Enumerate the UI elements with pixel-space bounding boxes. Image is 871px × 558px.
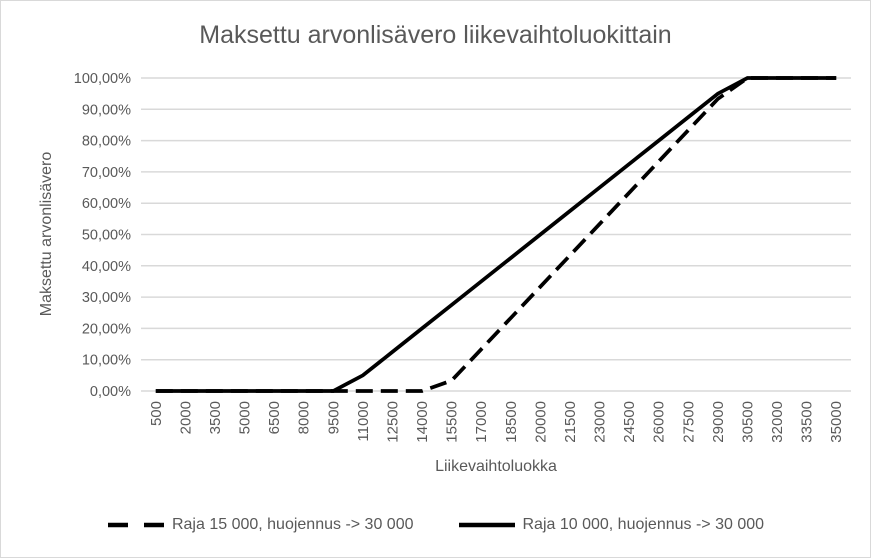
y-tick-label: 100,00% xyxy=(74,71,131,87)
x-tick-label: 26000 xyxy=(651,401,668,443)
y-axis-title: Maksettu arvonlisävero xyxy=(38,151,55,317)
x-tick-label: 33500 xyxy=(799,401,816,443)
y-tick-label: 50,00% xyxy=(82,228,131,244)
chart-title: Maksettu arvonlisävero liikevaihtoluokit… xyxy=(199,21,672,49)
x-tick-label: 29000 xyxy=(710,401,727,443)
x-tick-label: 27500 xyxy=(680,401,697,443)
y-tick-label: 70,00% xyxy=(82,165,131,181)
x-tick-label: 30500 xyxy=(739,401,756,443)
x-tick-label: 2000 xyxy=(177,401,194,434)
x-tick-label: 20000 xyxy=(532,401,549,443)
x-tick-label: 23000 xyxy=(592,401,609,443)
y-tick-label: 60,00% xyxy=(82,196,131,212)
x-axis-title: Liikevaihtoluokka xyxy=(435,458,557,475)
legend-item-raja-15000: Raja 15 000, huojennus -> 30 000 xyxy=(107,516,414,534)
x-tick-label: 6500 xyxy=(266,401,283,434)
x-tick-label: 3500 xyxy=(207,401,224,434)
x-tick-label: 8000 xyxy=(296,401,313,434)
x-tick-label: 12500 xyxy=(384,401,401,443)
x-tick-label: 5000 xyxy=(237,401,254,434)
y-tick-label: 40,00% xyxy=(82,259,131,275)
dashed-line-icon xyxy=(107,522,164,528)
x-tick-label: 11000 xyxy=(355,401,372,442)
y-tick-label: 80,00% xyxy=(82,134,131,150)
x-tick-label: 24500 xyxy=(621,401,638,443)
legend: Raja 15 000, huojennus -> 30 000 Raja 10… xyxy=(1,516,870,534)
y-tick-label: 90,00% xyxy=(82,102,131,118)
y-tick-label: 30,00% xyxy=(82,290,131,306)
legend-item-raja-10000: Raja 10 000, huojennus -> 30 000 xyxy=(458,516,765,534)
solid-line-icon xyxy=(458,522,515,528)
x-tick-label: 35000 xyxy=(828,401,845,443)
x-tick-label: 15500 xyxy=(444,401,461,443)
legend-label-raja-15000: Raja 15 000, huojennus -> 30 000 xyxy=(171,516,414,533)
series-line-raja-10000 xyxy=(155,76,837,393)
y-tick-label: 20,00% xyxy=(82,321,131,337)
x-tick-label: 500 xyxy=(148,401,165,426)
legend-label-raja-10000: Raja 10 000, huojennus -> 30 000 xyxy=(522,516,765,533)
y-tick-label: 0,00% xyxy=(90,384,131,400)
x-tick-label: 17000 xyxy=(473,401,490,443)
x-tick-label: 9500 xyxy=(325,401,342,434)
x-tick-label: 18500 xyxy=(503,401,520,443)
x-tick-label: 21500 xyxy=(562,401,579,443)
x-tick-label: 14000 xyxy=(414,401,431,443)
y-tick-label: 10,00% xyxy=(82,353,131,369)
x-tick-label: 32000 xyxy=(769,401,786,443)
